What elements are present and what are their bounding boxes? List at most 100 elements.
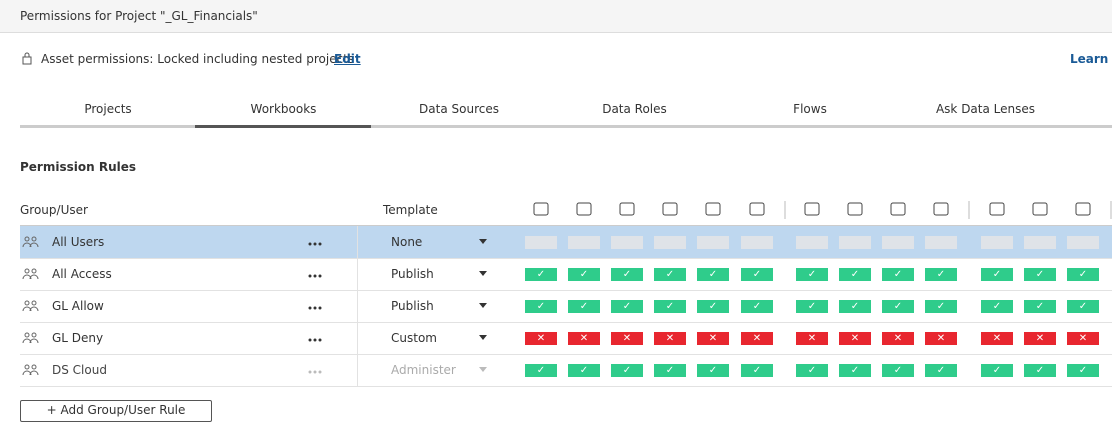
tab[interactable]: Ask Data Lenses	[935, 102, 1036, 116]
capability-allow[interactable]: ✓	[882, 300, 914, 313]
tab[interactable]: Projects	[84, 102, 132, 116]
capability-none[interactable]	[568, 236, 600, 249]
capability-none[interactable]	[1067, 236, 1099, 249]
dropdown-arrow	[479, 239, 487, 244]
tab[interactable]: Flows	[793, 102, 827, 116]
capability-allow[interactable]: ✓	[981, 300, 1013, 313]
capability-allow[interactable]: ✓	[796, 268, 828, 281]
capability-allow[interactable]: ✓	[882, 364, 914, 377]
capability-allow[interactable]: ✓	[925, 300, 957, 313]
more-menu[interactable]	[307, 324, 323, 356]
capability-allow[interactable]: ✓	[525, 300, 557, 313]
capability-allow[interactable]: ✓	[568, 268, 600, 281]
more-menu[interactable]	[307, 356, 323, 388]
rule-row[interactable]: All Users None	[20, 226, 1112, 259]
capability-allow[interactable]: ✓	[925, 268, 957, 281]
capability-none[interactable]	[839, 236, 871, 249]
capability-deny[interactable]: ✕	[525, 332, 557, 345]
capability-allow[interactable]: ✓	[839, 364, 871, 377]
capability-none[interactable]	[925, 236, 957, 249]
capability-allow[interactable]: ✓	[611, 364, 643, 377]
more-menu[interactable]	[307, 228, 323, 260]
capability-allow[interactable]: ✓	[697, 300, 729, 313]
capability-allow[interactable]: ✓	[1024, 300, 1056, 313]
capability-allow[interactable]: ✓	[741, 364, 773, 377]
capability-deny[interactable]: ✕	[697, 332, 729, 345]
capability-allow[interactable]: ✓	[654, 300, 686, 313]
capability-allow[interactable]: ✓	[654, 268, 686, 281]
capability-none[interactable]	[1024, 236, 1056, 249]
more-menu[interactable]	[307, 260, 323, 292]
capability-deny[interactable]: ✕	[568, 332, 600, 345]
capability-allow[interactable]: ✓	[611, 300, 643, 313]
capability-allow[interactable]: ✓	[1024, 268, 1056, 281]
capability-deny[interactable]: ✕	[1024, 332, 1056, 345]
learn-link[interactable]: Learn more	[1070, 52, 1112, 66]
rule-row[interactable]: GL Allow Publish ✓ ✓ ✓ ✓ ✓ ✓ ✓ ✓ ✓ ✓ ✓ ✓ ✓	[20, 290, 1112, 323]
capability-icon	[933, 202, 949, 216]
capability-none[interactable]	[525, 236, 557, 249]
capability-allow[interactable]: ✓	[1024, 364, 1056, 377]
capability-none[interactable]	[796, 236, 828, 249]
capability-deny[interactable]: ✕	[882, 332, 914, 345]
capability-allow[interactable]: ✓	[741, 300, 773, 313]
tab[interactable]: Workbooks	[250, 102, 317, 116]
more-menu[interactable]	[307, 292, 323, 324]
capability-allow[interactable]: ✓	[654, 364, 686, 377]
capability-allow[interactable]: ✓	[1067, 268, 1099, 281]
template-value[interactable]: Publish	[391, 267, 434, 281]
capability-allow[interactable]: ✓	[925, 364, 957, 377]
capability-allow[interactable]: ✓	[796, 300, 828, 313]
capability-deny[interactable]: ✕	[1067, 332, 1099, 345]
capability-allow[interactable]: ✓	[697, 268, 729, 281]
capability-deny[interactable]: ✕	[741, 332, 773, 345]
capability-deny[interactable]: ✕	[611, 332, 643, 345]
capability-allow[interactable]: ✓	[981, 268, 1013, 281]
capability-allow[interactable]: ✓	[697, 364, 729, 377]
capability-allow[interactable]: ✓	[1067, 300, 1099, 313]
capability-icon	[804, 202, 820, 216]
edit-link[interactable]: Edit	[334, 52, 361, 66]
capability-none[interactable]	[697, 236, 729, 249]
capability-none[interactable]	[882, 236, 914, 249]
capability-allow[interactable]: ✓	[741, 268, 773, 281]
rule-row[interactable]: GL Deny Custom ✕ ✕ ✕ ✕ ✕ ✕ ✕ ✕ ✕ ✕ ✕ ✕ ✕	[20, 322, 1112, 355]
capability-allow[interactable]: ✓	[882, 268, 914, 281]
capability-none[interactable]	[611, 236, 643, 249]
template-value[interactable]: Publish	[391, 299, 434, 313]
capability-allow[interactable]: ✓	[839, 268, 871, 281]
capability-deny[interactable]: ✕	[796, 332, 828, 345]
group-icon	[22, 235, 40, 252]
divider	[357, 322, 358, 354]
capability-allow[interactable]: ✓	[611, 268, 643, 281]
capability-allow[interactable]: ✓	[839, 300, 871, 313]
capability-allow[interactable]: ✓	[525, 364, 557, 377]
column-header: Group/User	[20, 203, 88, 217]
capability-deny[interactable]: ✕	[839, 332, 871, 345]
rule-row[interactable]: All Access Publish ✓ ✓ ✓ ✓ ✓ ✓ ✓ ✓ ✓ ✓ ✓ ✓ ✓	[20, 258, 1112, 291]
capability-deny[interactable]: ✕	[981, 332, 1013, 345]
capability-allow[interactable]: ✓	[525, 268, 557, 281]
people-icon	[22, 268, 39, 280]
capability-icon	[989, 202, 1005, 216]
capability-allow[interactable]: ✓	[568, 364, 600, 377]
capability-allow[interactable]: ✓	[568, 300, 600, 313]
people-icon	[22, 332, 39, 344]
page: Permissions for Project "_GL_Financials"…	[0, 9, 1112, 422]
add-button[interactable]: + Add Group/User Rule	[20, 400, 212, 422]
template-value[interactable]: None	[391, 235, 423, 249]
divider	[357, 354, 358, 386]
capability-allow[interactable]: ✓	[1067, 364, 1099, 377]
divider	[357, 258, 358, 290]
capability-deny[interactable]: ✕	[925, 332, 957, 345]
capability-none[interactable]	[741, 236, 773, 249]
rule-row[interactable]: DS Cloud Administer ✓ ✓ ✓ ✓ ✓ ✓ ✓ ✓ ✓ ✓ ✓ ✓ ✓	[20, 354, 1112, 387]
capability-none[interactable]	[981, 236, 1013, 249]
capability-deny[interactable]: ✕	[654, 332, 686, 345]
capability-none[interactable]	[654, 236, 686, 249]
capability-allow[interactable]: ✓	[981, 364, 1013, 377]
tab[interactable]: Data Sources	[419, 102, 499, 116]
capability-allow[interactable]: ✓	[796, 364, 828, 377]
template-value[interactable]: Custom	[391, 331, 437, 345]
tab[interactable]: Data Roles	[602, 102, 667, 116]
